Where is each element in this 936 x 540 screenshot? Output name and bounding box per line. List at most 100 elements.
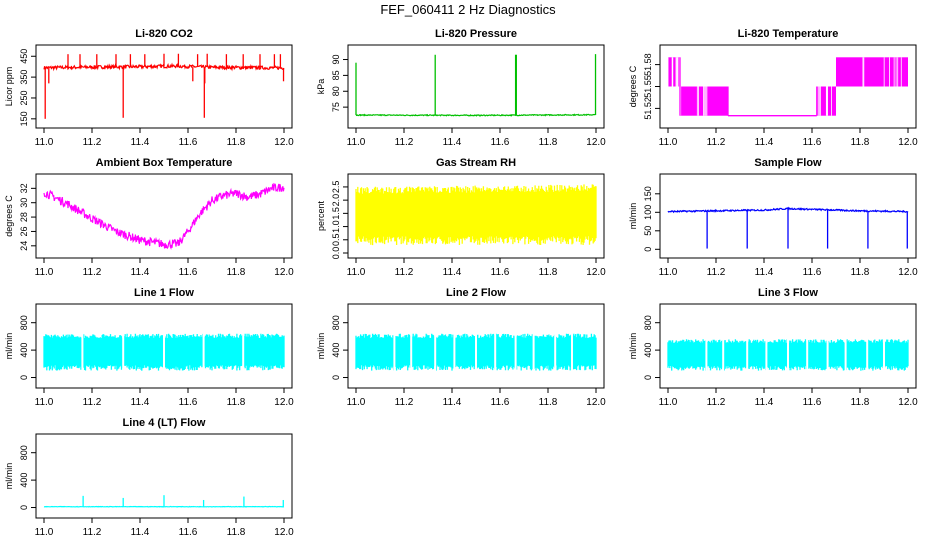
data-layer — [667, 57, 908, 117]
data-layer — [355, 54, 597, 117]
y-tick-label: 400 — [19, 473, 29, 488]
y-axis-label: Licor ppm — [4, 67, 14, 107]
x-tick-label: 11.6 — [491, 267, 510, 278]
y-tick-label: 2.5 — [331, 181, 341, 194]
data-layer — [667, 206, 909, 249]
chart-title: Li-820 Pressure — [435, 28, 517, 40]
y-tick-label: 150 — [643, 186, 653, 201]
x-tick-label: 11.0 — [35, 267, 54, 278]
x-tick-label: 11.8 — [227, 397, 246, 408]
gap-marker — [722, 305, 725, 387]
chart-panel: Li-820 CO2 Licor ppm 11.0 11.2 11.4 11.6 11.8 1… — [4, 28, 294, 148]
y-tick-label: 400 — [19, 343, 29, 358]
chart-panel: Gas Stream RH percent 11.0 11.2 11.4 11.6 11.8… — [316, 157, 606, 278]
y-tick-label: 350 — [19, 70, 29, 85]
plot-frame — [35, 173, 293, 259]
x-tick-label: 11.4 — [443, 397, 462, 408]
x-tick-label: 11.0 — [35, 527, 54, 538]
series-line — [355, 113, 597, 117]
y-tick-label: 1.5 — [331, 207, 341, 220]
x-tick-label: 11.4 — [755, 267, 774, 278]
chart-panel: Line 1 Flow ml/min 11.0 11.2 11.4 11.6 11.8 12.… — [4, 287, 294, 408]
y-tick-label: 150 — [19, 111, 29, 126]
x-tick-label: 11.2 — [395, 397, 414, 408]
x-tick-label: 11.6 — [491, 137, 510, 148]
y-tick-label: 30 — [19, 198, 29, 208]
gap-marker — [532, 305, 535, 387]
x-tick-label: 11.0 — [347, 267, 366, 278]
y-axis-label: kPa — [316, 79, 326, 95]
chart-panel: Line 3 Flow ml/min 11.0 11.2 11.4 11.6 11.8 12.… — [628, 287, 918, 408]
gap-marker — [705, 305, 708, 387]
y-tick-label: 800 — [643, 315, 653, 330]
y-tick-label: 800 — [19, 445, 29, 460]
gap-marker — [866, 305, 869, 387]
y-tick-label: 0 — [19, 505, 29, 510]
x-tick-label: 11.6 — [179, 267, 198, 278]
y-tick-label: 80 — [331, 86, 341, 96]
x-tick-label: 12.0 — [274, 137, 294, 148]
gap-marker — [163, 305, 165, 387]
x-tick-label: 11.6 — [803, 137, 822, 148]
series-line — [43, 62, 285, 72]
x-tick-label: 11.8 — [539, 137, 558, 148]
gap-marker — [242, 305, 245, 387]
y-axis-label: degrees C — [4, 195, 14, 237]
step-band — [680, 86, 728, 116]
x-tick-label: 11.4 — [443, 137, 462, 148]
data-layer — [667, 305, 909, 387]
gap-marker — [475, 305, 477, 387]
y-tick-label: 28 — [19, 212, 29, 222]
gap-marker — [787, 305, 789, 387]
plot-frame — [659, 173, 917, 259]
x-tick-label: 11.4 — [131, 267, 150, 278]
plot-frame — [347, 173, 605, 259]
plot-frame — [347, 44, 605, 129]
x-tick-label: 12.0 — [898, 267, 918, 278]
y-tick-label: 400 — [331, 343, 341, 358]
x-tick-label: 11.0 — [347, 137, 366, 148]
series-fill — [356, 191, 596, 237]
x-tick-label: 11.4 — [131, 397, 150, 408]
plot-frame — [35, 303, 293, 389]
x-tick-label: 11.0 — [659, 397, 678, 408]
y-tick-label: 0 — [331, 375, 341, 380]
x-tick-label: 12.0 — [274, 267, 294, 278]
x-tick-label: 11.6 — [179, 137, 198, 148]
x-tick-label: 11.4 — [443, 267, 462, 278]
y-tick-label: 450 — [19, 49, 29, 64]
x-tick-label: 11.8 — [851, 137, 870, 148]
chart-title: Ambient Box Temperature — [96, 157, 233, 169]
gap-marker — [844, 305, 847, 387]
chart-panel: Line 2 Flow ml/min 11.0 11.2 11.4 11.6 11.8 12.… — [316, 287, 606, 408]
chart-title: Li-820 Temperature — [738, 28, 839, 40]
x-tick-label: 12.0 — [586, 397, 606, 408]
gap-marker — [765, 305, 768, 387]
x-tick-label: 11.6 — [179, 397, 198, 408]
y-tick-label: 90 — [331, 55, 341, 65]
y-tick-label: 800 — [19, 315, 29, 330]
y-tick-label: 2.0 — [331, 194, 341, 207]
x-tick-label: 11.8 — [227, 527, 246, 538]
x-tick-label: 12.0 — [898, 137, 918, 148]
y-tick-label: 0.0 — [331, 247, 341, 260]
y-tick-label: 26 — [19, 226, 29, 236]
x-tick-label: 11.2 — [83, 527, 102, 538]
y-tick-label: 50 — [643, 226, 653, 236]
x-tick-label: 11.2 — [395, 137, 414, 148]
x-tick-label: 11.0 — [35, 137, 54, 148]
chart-panel: Li-820 Temperature degrees C 11.0 11.2 11.4 1… — [628, 28, 918, 148]
y-tick-label: 1.0 — [331, 220, 341, 233]
y-tick-label: 100 — [643, 205, 653, 220]
y-tick-label: 0 — [19, 375, 29, 380]
x-tick-label: 11.4 — [131, 137, 150, 148]
x-tick-label: 11.0 — [659, 137, 678, 148]
x-tick-label: 11.2 — [395, 267, 414, 278]
x-tick-label: 11.4 — [755, 137, 774, 148]
page-title: FEF_060411 2 Hz Diagnostics — [380, 2, 556, 17]
y-tick-label: 24 — [19, 241, 29, 251]
y-tick-label: 250 — [19, 90, 29, 105]
y-tick-label: 0 — [643, 247, 653, 252]
y-tick-label: 0.5 — [331, 234, 341, 247]
